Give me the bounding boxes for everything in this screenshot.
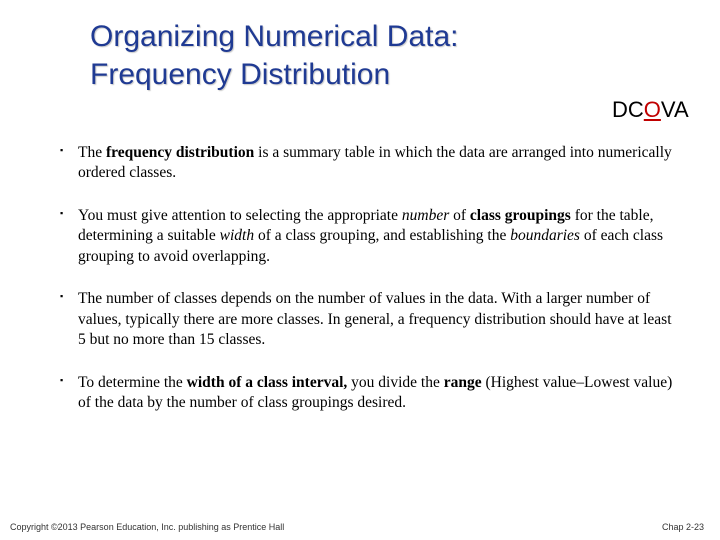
slide-title: Organizing Numerical Data: Frequency Dis…	[90, 18, 680, 93]
bold-fragment: class groupings	[470, 207, 571, 224]
title-line-1: Organizing Numerical Data:	[90, 20, 458, 53]
footer-copyright: Copyright ©2013 Pearson Education, Inc. …	[10, 522, 284, 532]
bullet-list: The frequency distribution is a summary …	[40, 143, 680, 414]
bold-fragment: frequency distribution	[106, 144, 254, 161]
text-fragment: You must give attention to selecting the…	[78, 207, 402, 224]
italic-fragment: width	[220, 227, 254, 244]
italic-fragment: number	[402, 207, 449, 224]
italic-fragment: boundaries	[510, 227, 580, 244]
dcova-d: D	[612, 97, 628, 122]
bullet-1: The frequency distribution is a summary …	[60, 143, 680, 184]
bold-fragment: range	[444, 374, 482, 391]
text-fragment: To determine the	[78, 374, 187, 391]
bold-fragment: width of a class interval,	[187, 374, 348, 391]
dcova-o: O	[644, 97, 661, 122]
slide-container: Organizing Numerical Data: Frequency Dis…	[0, 0, 720, 540]
text-fragment: The	[78, 144, 106, 161]
text-fragment: you divide the	[347, 374, 443, 391]
dcova-label: DCOVA	[612, 98, 682, 122]
text-fragment: of	[449, 207, 470, 224]
title-line-2: Frequency Distribution	[90, 58, 390, 91]
bullet-4: To determine the width of a class interv…	[60, 373, 680, 414]
bullet-3: The number of classes depends on the num…	[60, 289, 680, 350]
bullet-2: You must give attention to selecting the…	[60, 206, 680, 267]
dcova-v: V	[661, 97, 674, 122]
footer-page-number: Chap 2-23	[662, 522, 704, 532]
text-fragment: The number of classes depends on the num…	[78, 290, 672, 348]
dcova-c: C	[628, 97, 644, 122]
dcova-a: A	[674, 97, 689, 122]
text-fragment: of a class grouping, and establishing th…	[254, 227, 510, 244]
